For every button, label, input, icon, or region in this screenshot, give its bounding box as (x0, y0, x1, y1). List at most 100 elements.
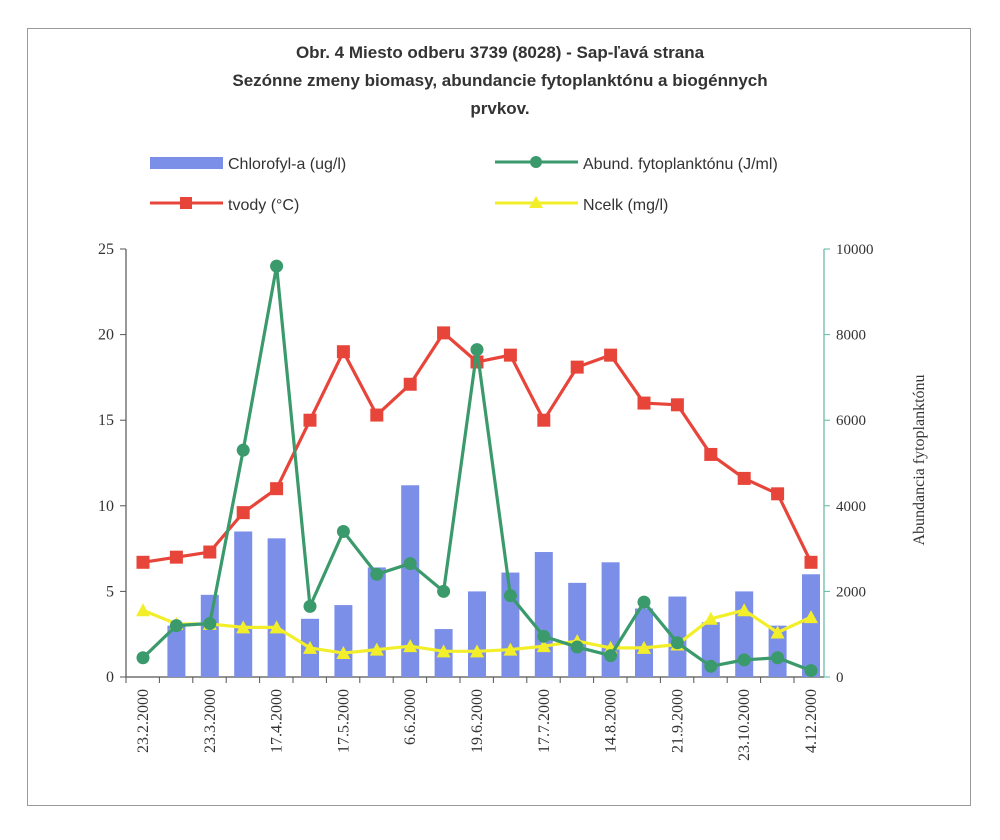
marker-circle (503, 589, 517, 603)
marker-square (403, 377, 417, 391)
tick-labels: 0 5 10 15 20 25 0 2000 4000 6000 8000 10000 23.2.200… (98, 241, 874, 761)
marker-circle (637, 595, 651, 609)
marker-circle (336, 524, 350, 538)
right-tick-label: 10000 (836, 242, 874, 258)
marker-square (303, 413, 317, 427)
marker-circle (403, 557, 417, 571)
marker-circle (737, 653, 751, 667)
marker-circle (203, 617, 217, 630)
marker-triangle (436, 644, 451, 658)
right-tick-label: 0 (836, 670, 844, 686)
marker-square (637, 396, 651, 410)
x-tick-label: 14.8.2000 (603, 689, 620, 753)
bar-chlorofyl (802, 574, 820, 677)
bar-chlorofyl (334, 605, 353, 677)
marker-circle (670, 636, 684, 650)
line-series-1 (136, 259, 818, 678)
marker-triangle (536, 639, 551, 653)
marker-square (270, 482, 284, 496)
marker-circle (236, 443, 250, 457)
x-tick-label: 17.7.2000 (536, 689, 553, 753)
marker-circle (470, 343, 484, 357)
marker-triangle (470, 644, 484, 658)
legend-label-ncelk: Ncelk (mg/l) (583, 197, 668, 214)
marker-circle (604, 649, 618, 663)
legend-marker-tvody (180, 197, 192, 209)
marker-circle (771, 651, 785, 665)
x-tick-label: 21.9.2000 (669, 689, 686, 753)
legend-label-tvody: tvody (°C) (228, 197, 299, 214)
marker-square (537, 413, 551, 427)
bar-chlorofyl (200, 594, 219, 677)
marker-triangle (770, 625, 785, 639)
x-tick-label: 17.5.2000 (335, 689, 352, 753)
marker-square (169, 550, 183, 564)
left-tick-label: 5 (106, 583, 114, 600)
marker-triangle (136, 603, 150, 617)
bar-chlorofyl (367, 567, 386, 677)
marker-circle (570, 640, 584, 654)
left-tick-label: 20 (98, 327, 114, 344)
x-tick-label: 6.6.2000 (402, 689, 419, 745)
bar-chlorofyl (468, 591, 486, 677)
bar-series-chlorofyl (167, 485, 820, 677)
marker-square (336, 345, 350, 359)
marker-circle (136, 651, 150, 665)
marker-square (203, 545, 217, 559)
marker-circle (704, 659, 718, 673)
legend-swatch-chlorofyl (150, 157, 223, 169)
left-tick-label: 0 (106, 669, 114, 686)
marker-square (604, 348, 618, 362)
bar-chlorofyl (401, 485, 420, 677)
legend-label-abundancia: Abund. fytoplanktónu (J/ml) (583, 156, 778, 173)
bar-chlorofyl (167, 625, 186, 677)
marker-circle (370, 567, 384, 581)
line-series-2 (136, 326, 818, 569)
marker-circle (169, 619, 183, 633)
legend-marker-ncelk (529, 196, 543, 208)
legend: Chlorofyl-a (ug/l) Abund. fytoplanktónu … (150, 156, 778, 214)
legend-label-chlorofyl: Chlorofyl-a (ug/l) (228, 156, 346, 173)
bar-chlorofyl (267, 538, 286, 677)
bar-chlorofyl (234, 531, 253, 677)
x-tick-label: 23.3.2000 (202, 689, 219, 753)
left-tick-label: 15 (98, 412, 114, 429)
right-tick-label: 2000 (836, 584, 866, 600)
marker-triangle (403, 639, 418, 653)
marker-square (570, 360, 584, 374)
marker-square (670, 398, 684, 412)
marker-triangle (503, 642, 518, 656)
right-tick-label: 4000 (836, 499, 866, 515)
bar-chlorofyl (534, 552, 553, 677)
marker-circle (437, 584, 451, 598)
marker-square (236, 506, 250, 520)
marker-square (804, 555, 818, 569)
x-tick-label: 4.12.2000 (803, 689, 820, 753)
marker-circle (537, 629, 551, 643)
left-tick-label: 10 (98, 498, 114, 515)
right-axis-title: Abundancia fytoplanktónu (911, 374, 928, 545)
legend-marker-abundancia (530, 156, 542, 168)
x-tick-label: 17.4.2000 (269, 689, 286, 753)
marker-triangle (336, 646, 351, 660)
line-series-3 (136, 603, 818, 660)
marker-triangle (303, 640, 317, 654)
x-tick-label: 23.10.2000 (736, 689, 753, 761)
x-tick-label: 23.2.2000 (135, 689, 152, 753)
marker-square (737, 471, 751, 485)
marker-square (437, 326, 451, 340)
line-series-group (136, 259, 818, 678)
marker-square (704, 447, 718, 461)
marker-triangle (269, 620, 284, 634)
marker-circle (270, 259, 284, 273)
marker-square (370, 408, 384, 422)
chart-title-line-3: prvkov. (470, 99, 529, 118)
chart-title-line-1: Obr. 4 Miesto odberu 3739 (8028) - Sap-ľ… (296, 43, 705, 62)
marker-triangle (236, 620, 251, 634)
chart-title-line-2: Sezónne zmeny biomasy, abundancie fytopl… (232, 71, 767, 90)
right-tick-label: 6000 (836, 413, 866, 429)
marker-triangle (637, 640, 651, 654)
right-tick-label: 8000 (836, 328, 866, 344)
marker-triangle (369, 642, 384, 656)
